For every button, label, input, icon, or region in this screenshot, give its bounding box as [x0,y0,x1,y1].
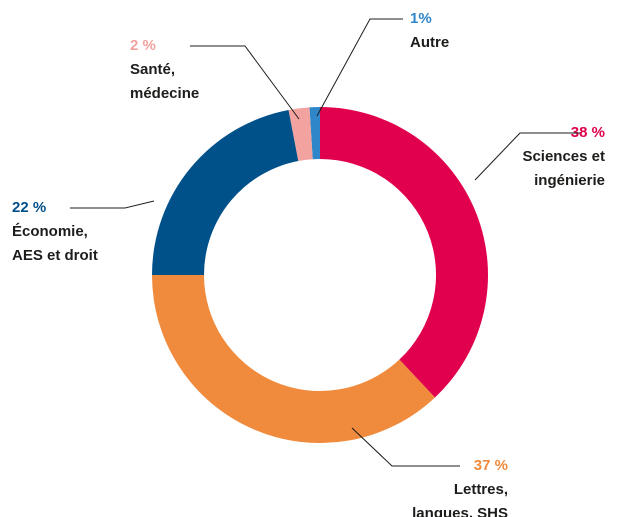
category-label: Sciences et [522,148,605,165]
category-label: AES et droit [12,247,98,264]
donut-segment [320,107,489,398]
value-label: 37 % [474,457,508,474]
donut-segment [288,107,313,162]
category-label: médecine [130,85,199,102]
value-label: 1% [410,10,432,27]
category-label: ingénierie [534,172,605,189]
category-label: Lettres, [454,481,508,498]
leader-line [474,132,580,181]
value-label: 38 % [571,124,605,141]
leader-line [351,427,460,467]
leader-line [70,200,155,209]
value-label: 22 % [12,199,46,216]
donut-segment [152,275,436,444]
leader-line [190,45,300,120]
leader-line [316,18,403,117]
category-label: Santé, [130,61,175,78]
donut-segment [309,107,320,160]
category-label: Autre [410,34,449,51]
category-label: Économie, [12,223,88,240]
category-label: langues, SHS [412,505,508,517]
value-label: 2 % [130,37,156,54]
donut-segment [152,109,299,275]
